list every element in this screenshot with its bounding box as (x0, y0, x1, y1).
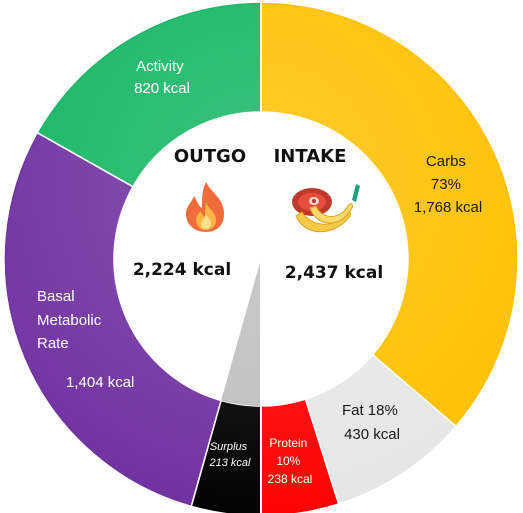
outgo-title: OUTGO (174, 146, 246, 167)
intake-title: INTAKE (274, 146, 347, 167)
label-surplus: Surplus 213 kcal (209, 441, 252, 469)
label-bmr: Basal Metabolic Rate 1,404 kcal (37, 288, 134, 391)
intake-total: 2,437 kcal (285, 263, 383, 283)
fire-icon (186, 182, 224, 232)
label-activity: Activity 820 kcal (134, 58, 190, 97)
label-carbs: Carbs 73% 1,768 kcal (414, 153, 482, 216)
label-fat: Fat 18% 430 kcal (342, 402, 402, 443)
label-protein: Protein 10% 238 kcal (268, 436, 313, 486)
outgo-total: 2,224 kcal (133, 260, 231, 280)
food-icon (292, 184, 360, 233)
